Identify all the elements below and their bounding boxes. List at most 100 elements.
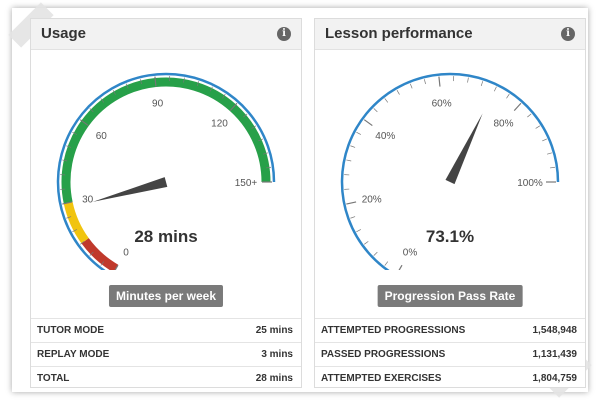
gauge-minor-tick xyxy=(493,86,497,92)
gauge-minor-tick xyxy=(424,79,426,85)
gauge-major-tick xyxy=(154,76,157,87)
gauge-minor-tick xyxy=(100,98,105,103)
gauge-major-tick xyxy=(346,201,357,205)
stat-row-attempted-progressions: ATTEMPTED PROGRESSIONS 1,548,948 xyxy=(315,318,585,342)
gauge-major-tick xyxy=(398,264,403,270)
gauge-minor-tick xyxy=(89,251,94,256)
gauge-minor-tick xyxy=(66,145,72,148)
gauge-major-tick xyxy=(513,102,522,112)
gauge-band-yellow xyxy=(63,201,89,244)
usage-stats: TUTOR MODE 25 mins REPLAY MODE 3 mins TO… xyxy=(31,318,301,390)
stat-row-replay-mode: REPLAY MODE 3 mins xyxy=(31,342,301,366)
gauge-major-tick xyxy=(79,119,89,127)
gauge-minor-tick xyxy=(546,152,552,155)
gauge-minor-tick xyxy=(409,83,413,89)
gauge-needle xyxy=(445,113,483,185)
progression-pass-rate-badge: Progression Pass Rate xyxy=(377,285,523,307)
gauge-minor-tick xyxy=(125,83,129,89)
gauge-value-text: 73.1% xyxy=(426,227,474,246)
performance-title: Lesson performance xyxy=(325,25,473,42)
gauge-minor-tick xyxy=(356,229,361,233)
stat-label: TUTOR MODE xyxy=(37,325,105,336)
performance-gauge: 0% 20% 40% 60% 80% 100% 73.1% xyxy=(340,72,560,270)
info-icon[interactable]: i xyxy=(561,27,575,41)
stat-value: 3 mins xyxy=(261,349,293,360)
gauge-minor-tick xyxy=(66,216,72,219)
stat-row-passed-progressions: PASSED PROGRESSIONS 1,131,439 xyxy=(315,342,585,366)
gauge-tick-label: 80% xyxy=(493,119,513,130)
gauge-minor-tick xyxy=(535,125,541,129)
gauge-outline-arc xyxy=(340,72,560,270)
gauge-major-tick xyxy=(62,201,73,205)
gauge-minor-tick xyxy=(62,159,68,162)
gauge-tick-label: 90 xyxy=(152,98,164,109)
gauge-minor-tick xyxy=(549,166,556,169)
gauge-outline-arc xyxy=(56,72,276,270)
screenshot-frame: Usage i 0 30 60 90 120 150+ 28 mins Minutes pe… xyxy=(8,2,592,398)
gauge-minor-tick xyxy=(384,98,389,103)
gauge-minor-tick xyxy=(265,166,272,169)
gauge-tick-label: 30 xyxy=(82,195,94,206)
gauge-tick-label: 120 xyxy=(211,119,228,130)
stat-value: 1,548,948 xyxy=(532,325,578,336)
gauge-tick-label: 0 xyxy=(123,247,129,258)
gauge-minor-tick xyxy=(222,93,226,99)
stat-row-tutor-mode: TUTOR MODE 25 mins xyxy=(31,318,301,342)
usage-panel: Usage i 0 30 60 90 120 150+ 28 mins Minutes pe… xyxy=(30,18,302,388)
gauge-minor-tick xyxy=(396,90,400,95)
gauge-minor-tick xyxy=(506,93,510,99)
gauge-minor-tick xyxy=(384,261,389,266)
gauge-minor-tick xyxy=(89,108,94,113)
info-icon[interactable]: i xyxy=(277,27,291,41)
usage-title: Usage xyxy=(41,25,87,42)
gauge-minor-tick xyxy=(480,81,484,87)
gauge-minor-tick xyxy=(258,138,263,142)
stat-value: 28 mins xyxy=(255,373,293,384)
stat-label: PASSED PROGRESSIONS xyxy=(321,349,446,360)
gauge-tick-label: 100% xyxy=(517,178,543,189)
gauge-minor-tick xyxy=(350,216,356,219)
gauge-major-tick xyxy=(229,102,238,112)
stat-label: TOTAL xyxy=(37,373,70,384)
gauge-tick-label: 0% xyxy=(403,247,418,258)
gauge-minor-tick xyxy=(112,90,116,95)
gauge-band-red xyxy=(81,238,119,270)
stat-value: 1,131,439 xyxy=(532,349,578,360)
gauge-tick-label: 60 xyxy=(96,131,108,142)
gauge-minor-tick xyxy=(183,77,185,83)
usage-panel-header: Usage i xyxy=(31,19,301,50)
gauge-minor-tick xyxy=(346,159,352,162)
gauge-needle xyxy=(92,177,168,202)
gauge-minor-tick xyxy=(80,241,85,245)
performance-stats: ATTEMPTED PROGRESSIONS 1,548,948 PASSED … xyxy=(315,318,585,390)
gauge-minor-tick xyxy=(251,125,257,129)
stat-value: 1,804,759 xyxy=(532,373,578,384)
gauge-minor-tick xyxy=(373,251,378,256)
gauge-major-tick xyxy=(363,119,373,127)
gauge-tick-label: 40% xyxy=(375,131,395,142)
gauge-minor-tick xyxy=(364,241,369,245)
gauge-minor-tick xyxy=(373,108,378,113)
gauge-minor-tick xyxy=(140,79,142,85)
performance-panel-header: Lesson performance i xyxy=(315,19,585,50)
stat-label: ATTEMPTED EXERCISES xyxy=(321,373,442,384)
stat-row-attempted-exercises: ATTEMPTED EXERCISES 1,804,759 xyxy=(315,366,585,390)
usage-gauge: 0 30 60 90 120 150+ 28 mins xyxy=(56,72,276,270)
gauge-minor-tick xyxy=(350,145,356,148)
gauge-minor-tick xyxy=(542,138,547,142)
minutes-per-week-badge: Minutes per week xyxy=(108,285,224,307)
gauge-minor-tick xyxy=(209,86,213,92)
gauge-tick-label: 20% xyxy=(362,195,382,206)
gauge-minor-tick xyxy=(72,131,77,135)
gauge-minor-tick xyxy=(72,229,77,233)
gauge-major-tick xyxy=(438,76,441,87)
lesson-performance-panel: Lesson performance i 0% 20% 40% 60% 80% 100% 7… xyxy=(314,18,586,388)
stat-label: ATTEMPTED PROGRESSIONS xyxy=(321,325,466,336)
gauge-value-text: 28 mins xyxy=(134,227,197,246)
gauge-tick-label: 150+ xyxy=(235,178,258,189)
gauge-tick-label: 60% xyxy=(432,98,452,109)
gauge-minor-tick xyxy=(527,113,532,118)
gauge-minor-tick xyxy=(356,131,361,135)
gauge-minor-tick xyxy=(243,113,248,118)
stat-value: 25 mins xyxy=(255,325,293,336)
